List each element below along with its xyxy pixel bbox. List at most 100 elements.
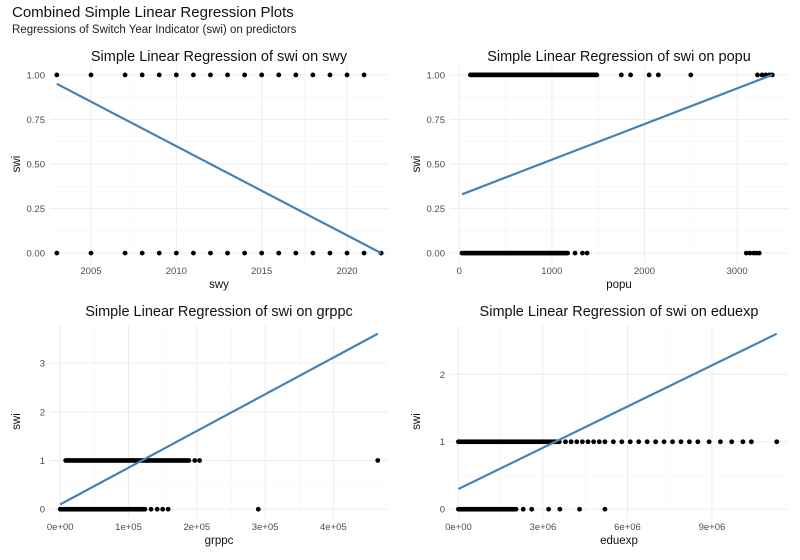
data-point — [579, 439, 585, 445]
data-point — [293, 72, 299, 78]
y-tick-label: 0.75 — [427, 115, 446, 126]
data-point — [572, 250, 578, 256]
data-point — [327, 250, 333, 256]
x-tick-label: 1000 — [541, 266, 562, 277]
data-point — [743, 250, 749, 256]
data-point — [618, 72, 624, 78]
data-point — [756, 250, 762, 256]
y-tick-label: 0.25 — [427, 204, 446, 215]
data-point — [747, 250, 753, 256]
data-point — [242, 250, 248, 256]
data-point — [563, 439, 568, 445]
data-point — [375, 458, 381, 463]
chart-panel-1: 2005 2010 2015 2020 0.00 0.25 0.50 0.75 1.00 Simp… — [11, 49, 388, 291]
data-point — [594, 72, 600, 78]
data-point — [644, 439, 650, 445]
x-axis-label: grppc — [205, 535, 234, 547]
data-point — [619, 439, 625, 445]
data-point — [670, 439, 675, 445]
data-point — [165, 506, 171, 512]
data-point — [192, 458, 198, 463]
data-point — [596, 439, 602, 445]
data-point — [255, 506, 261, 512]
data-point — [361, 72, 367, 78]
data-point — [156, 250, 162, 256]
data-point — [602, 439, 608, 445]
y-axis-label: swi — [411, 156, 423, 173]
data-point — [361, 250, 367, 256]
data-point — [568, 439, 574, 445]
x-tick-label: 2005 — [80, 266, 101, 277]
data-point — [627, 439, 633, 445]
data-point — [740, 439, 746, 445]
data-point — [574, 439, 580, 445]
data-point — [88, 72, 94, 78]
data-point — [755, 72, 760, 78]
data-point — [565, 250, 570, 256]
data-point — [585, 439, 591, 445]
data-point — [759, 72, 765, 78]
data-point — [774, 439, 780, 445]
regression-line — [59, 332, 379, 506]
data-point — [557, 506, 563, 512]
y-tick-label: 2 — [440, 370, 445, 381]
y-tick-label: 0 — [440, 505, 445, 516]
chart-title: Simple Linear Regression of swi on swy — [91, 49, 348, 65]
data-point — [344, 72, 350, 78]
data-point — [160, 506, 166, 512]
data-point — [242, 72, 248, 78]
data-point — [636, 439, 642, 445]
data-point — [718, 439, 723, 445]
data-point — [688, 72, 694, 78]
y-axis-label: swi — [11, 156, 23, 173]
x-tick-label: 2015 — [251, 266, 272, 277]
data-point — [54, 72, 60, 78]
data-point — [259, 250, 265, 256]
data-point — [610, 439, 616, 445]
data-point — [687, 439, 692, 445]
data-point — [186, 458, 192, 463]
data-point — [156, 72, 162, 78]
data-point — [154, 506, 160, 512]
chart-title: Simple Linear Regression of swi on eduex… — [480, 304, 759, 320]
data-point — [748, 439, 754, 445]
data-point — [529, 506, 535, 512]
x-tick-label: 2020 — [336, 266, 357, 277]
data-point — [729, 439, 735, 445]
x-tick-label: 0e+00 — [445, 522, 472, 533]
y-tick-label: 0 — [40, 505, 45, 516]
data-point — [225, 250, 230, 256]
data-point — [695, 439, 701, 445]
x-axis-label: swy — [209, 279, 229, 291]
data-point — [327, 72, 333, 78]
x-tick-label: 2e+05 — [183, 522, 210, 533]
data-point — [148, 506, 154, 512]
data-point — [602, 506, 608, 512]
data-point — [208, 72, 213, 78]
data-point — [661, 439, 667, 445]
x-tick-label: 9e+06 — [699, 522, 726, 533]
x-tick-label: 3e+06 — [530, 522, 557, 533]
chart-title: Simple Linear Regression of swi on grppc — [85, 304, 353, 320]
data-point — [520, 506, 526, 512]
y-tick-label: 0.50 — [27, 160, 46, 171]
figure-subtitle: Regressions of Switch Year Indicator (sw… — [12, 24, 297, 36]
x-tick-label: 6e+06 — [614, 522, 641, 533]
y-tick-label: 1 — [40, 456, 45, 467]
data-point — [173, 72, 179, 78]
data-point — [276, 250, 282, 256]
x-tick-label: 2000 — [634, 266, 655, 277]
data-point — [293, 250, 299, 256]
data-point — [259, 72, 265, 78]
chart-panel-3: 0e+00 1e+05 2e+05 3e+05 4e+05 0 1 2 3 Simple Line… — [11, 304, 388, 547]
y-axis-label: swi — [11, 413, 23, 430]
y-tick-label: 0.75 — [27, 115, 46, 126]
data-point — [139, 72, 145, 78]
data-point — [54, 250, 60, 256]
data-point — [678, 439, 684, 445]
data-point — [208, 250, 213, 256]
data-point — [310, 72, 316, 78]
y-axis-label: swi — [411, 413, 423, 430]
